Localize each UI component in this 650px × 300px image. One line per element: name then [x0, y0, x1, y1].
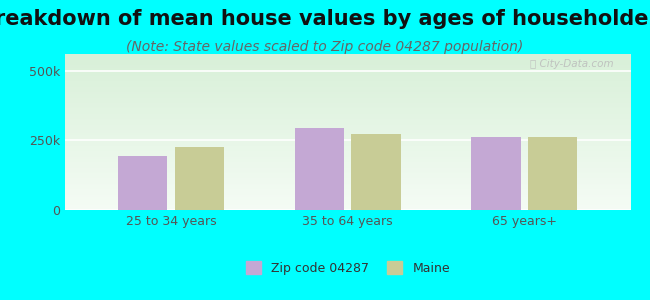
- Bar: [351, 134, 401, 210]
- Text: Breakdown of mean house values by ages of householders: Breakdown of mean house values by ages o…: [0, 9, 650, 29]
- Bar: [471, 137, 521, 210]
- Bar: [528, 137, 577, 210]
- Text: Ⓣ City-Data.com: Ⓣ City-Data.com: [530, 59, 614, 69]
- Text: (Note: State values scaled to Zip code 04287 population): (Note: State values scaled to Zip code 0…: [126, 40, 524, 55]
- Bar: [175, 147, 224, 210]
- Bar: [118, 156, 168, 210]
- Bar: [294, 128, 344, 210]
- Legend: Zip code 04287, Maine: Zip code 04287, Maine: [242, 257, 454, 279]
